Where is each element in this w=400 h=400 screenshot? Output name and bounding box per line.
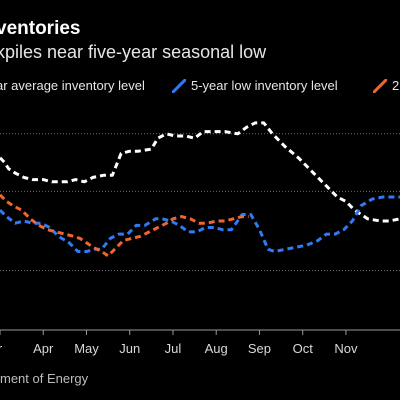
x-tick-label-5: Aug bbox=[205, 341, 228, 356]
legend: ar average inventory level 5-year low in… bbox=[0, 78, 400, 98]
series-line-0 bbox=[0, 121, 400, 223]
legend-label-average: ar average inventory level bbox=[0, 78, 145, 93]
source-note: ment of Energy bbox=[0, 371, 89, 386]
legend-label-current: 2 bbox=[392, 78, 400, 93]
x-tick-label-6: Sep bbox=[248, 341, 271, 356]
chart-subtitle: kpiles near five-year seasonal low bbox=[0, 42, 267, 62]
x-tick-label-4: Jul bbox=[165, 341, 182, 356]
x-tick-label-8: Nov bbox=[334, 341, 358, 356]
legend-item-current: 2 bbox=[372, 78, 400, 93]
series-line-1 bbox=[0, 195, 400, 253]
series-line-2 bbox=[0, 193, 249, 258]
legend-item-low: 5-year low inventory level bbox=[171, 78, 338, 93]
x-tick-label-1: Apr bbox=[33, 341, 54, 356]
legend-swatch-current bbox=[372, 78, 388, 93]
legend-item-average: ar average inventory level bbox=[0, 78, 145, 93]
legend-label-low: 5-year low inventory level bbox=[191, 78, 338, 93]
x-tick-label-3: Jun bbox=[119, 341, 140, 356]
x-tick-label-7: Oct bbox=[293, 341, 314, 356]
x-tick-label-0: r bbox=[0, 341, 3, 356]
chart-title: ventories bbox=[0, 18, 81, 39]
x-tick-label-2: May bbox=[74, 341, 99, 356]
legend-swatch-low bbox=[171, 78, 187, 93]
